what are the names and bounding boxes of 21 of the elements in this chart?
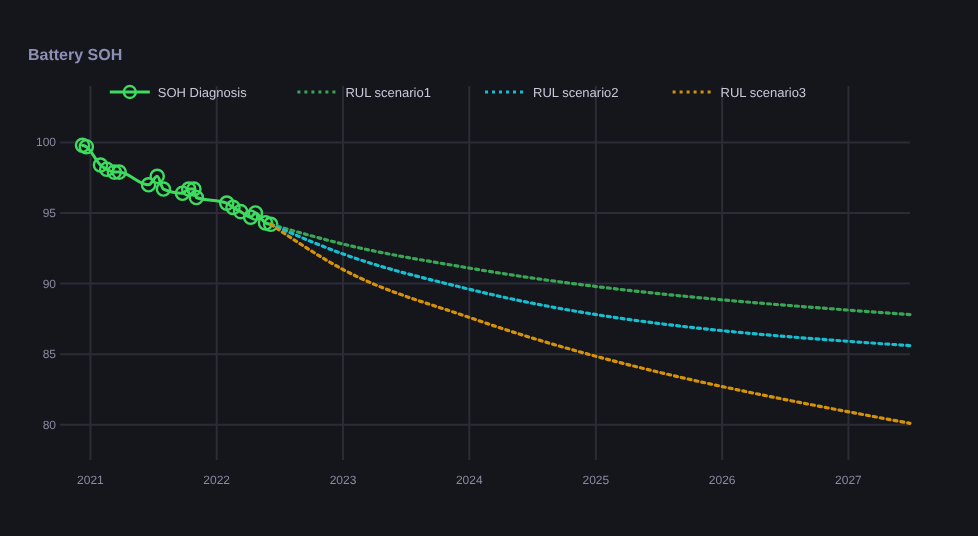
point	[98, 161, 115, 178]
point	[106, 164, 123, 180]
point	[78, 138, 95, 155]
point	[155, 181, 172, 197]
point	[262, 216, 279, 233]
point	[247, 205, 264, 221]
chart-title: Battery SOH	[28, 46, 123, 64]
point	[242, 209, 259, 226]
point	[92, 157, 109, 173]
point	[111, 164, 127, 180]
point	[218, 195, 235, 211]
point	[257, 215, 274, 231]
point	[188, 189, 205, 206]
point	[149, 168, 166, 185]
point	[174, 185, 191, 202]
point	[225, 199, 241, 216]
point	[74, 137, 91, 154]
point	[140, 176, 157, 193]
point	[180, 181, 197, 197]
point	[186, 181, 202, 197]
point	[232, 203, 249, 220]
